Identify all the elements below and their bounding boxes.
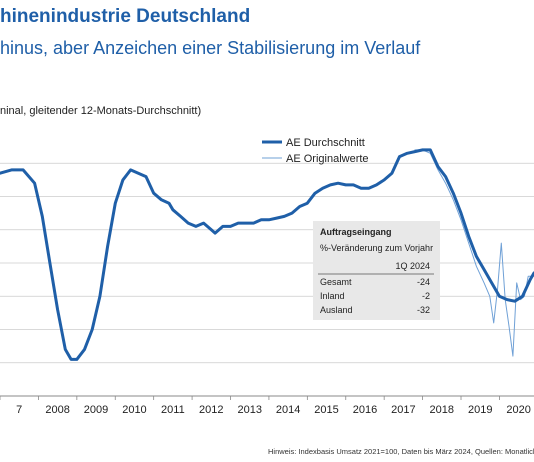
legend-label-main: AE Durchschnitt xyxy=(286,137,365,149)
x-tick-label: 2019 xyxy=(468,404,492,416)
x-tick-label: 2013 xyxy=(237,404,261,416)
table-rows: Gesamt -24 Inland -2 Ausland -32 xyxy=(320,277,430,315)
series-line-raw xyxy=(414,149,534,357)
series-group xyxy=(0,148,534,361)
legend: AE Durchschnitt AE Originalwerte xyxy=(262,137,369,165)
chart-title: hinenindustrie Deutschland xyxy=(0,6,251,27)
orders-table: Auftragseingang %-Veränderung zum Vorjah… xyxy=(313,221,440,320)
table-row-value: -32 xyxy=(417,305,430,315)
table-row-label: Ausland xyxy=(320,305,353,315)
x-tick-label: 2020 xyxy=(506,404,530,416)
x-ticks: 7 2008 2009 2010 2011 2012 2013 2014 2015 2016 201… xyxy=(0,396,531,416)
table-background xyxy=(313,221,440,320)
series-line-main xyxy=(0,148,534,361)
x-tick-label: 2017 xyxy=(391,404,415,416)
x-tick-label: 2015 xyxy=(314,404,338,416)
y-axis-note: ninal, gleitender 12-Monats-Durchschnitt… xyxy=(0,105,202,117)
x-tick-label: 2012 xyxy=(199,404,223,416)
chart-subtitle: hinus, aber Anzeichen einer Stabilisieru… xyxy=(0,38,421,58)
x-tick-label: 2014 xyxy=(276,404,300,416)
legend-label-raw: AE Originalwerte xyxy=(286,153,369,165)
gridlines xyxy=(0,162,534,364)
x-tick-label: 2011 xyxy=(161,404,185,416)
table-column-header: 1Q 2024 xyxy=(395,261,430,271)
x-tick-label: 7 xyxy=(16,404,22,416)
x-tick-label: 2008 xyxy=(45,404,69,416)
table-title: Auftragseingang xyxy=(320,227,392,237)
table-subtitle: %-Veränderung zum Vorjahr xyxy=(320,243,433,253)
table-row-label: Gesamt xyxy=(320,277,352,287)
table-row-label: Inland xyxy=(320,291,345,301)
x-tick-label: 2018 xyxy=(430,404,454,416)
x-tick-label: 2010 xyxy=(122,404,146,416)
table-row-value: -2 xyxy=(422,291,430,301)
footnote: Hinweis: Indexbasis Umsatz 2021=100, Dat… xyxy=(268,447,534,456)
x-tick-label: 2009 xyxy=(84,404,108,416)
table-row-value: -24 xyxy=(417,277,430,287)
x-tick-label: 2016 xyxy=(353,404,377,416)
